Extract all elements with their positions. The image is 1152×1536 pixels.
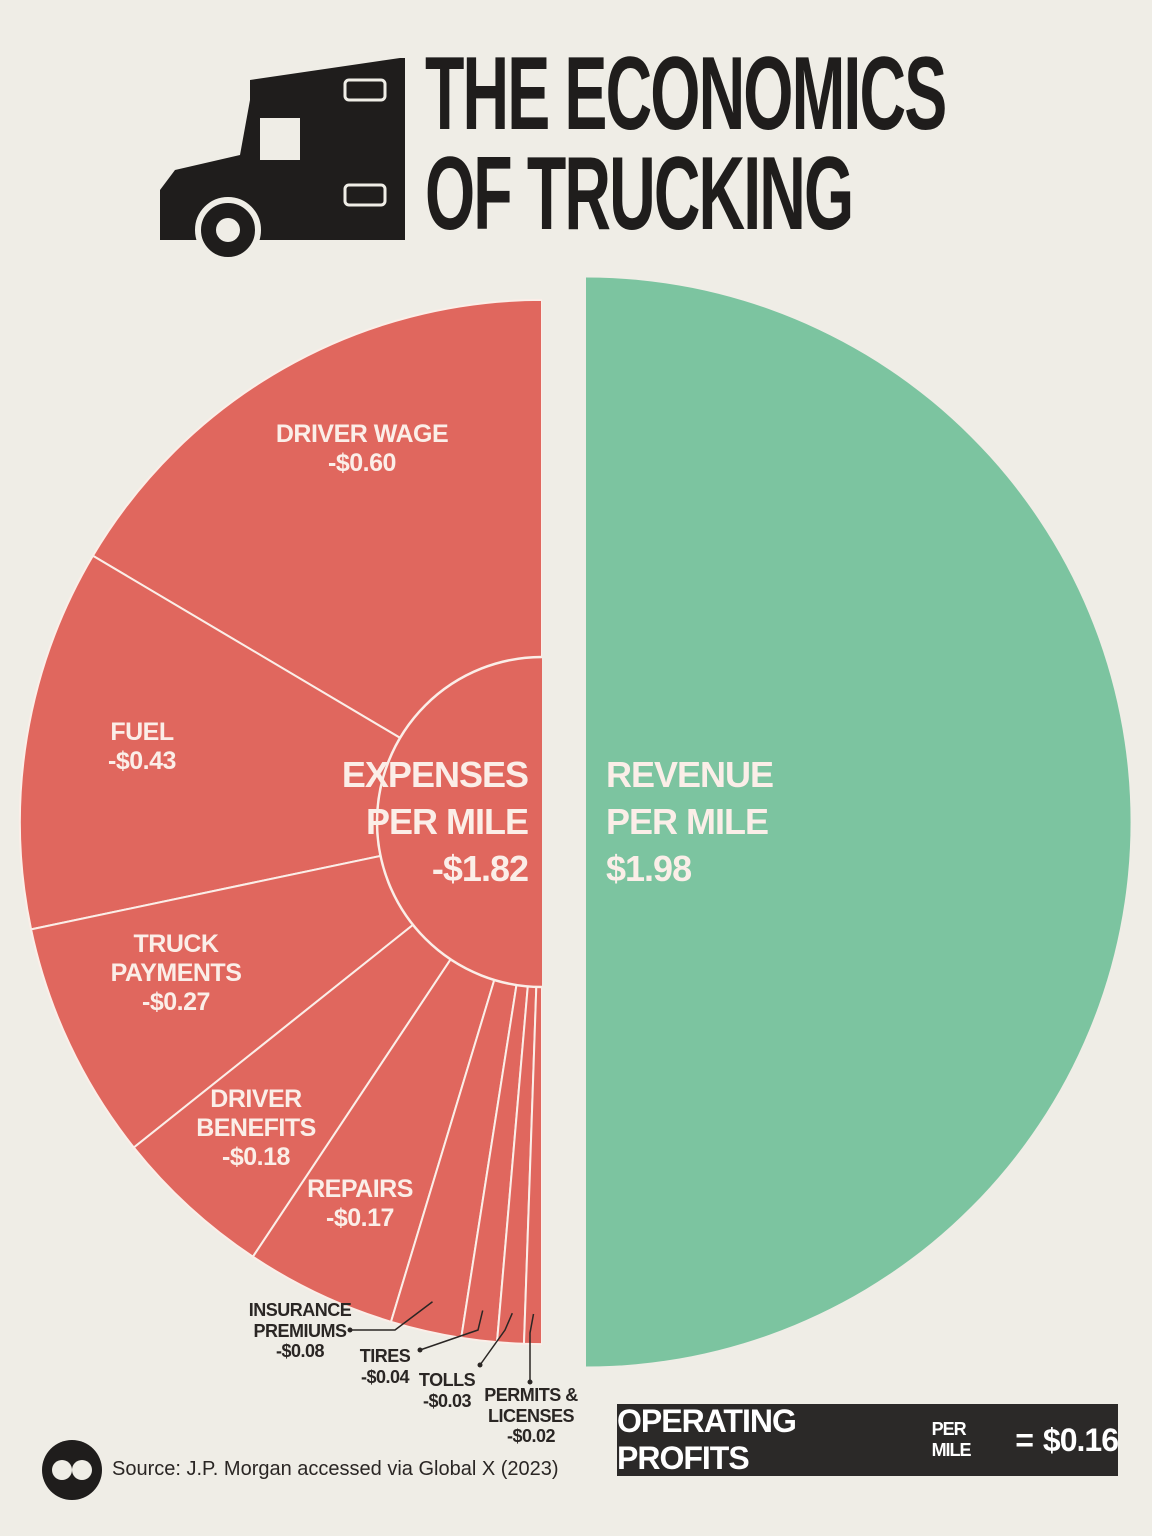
- category-name: PERMITS & LICENSES: [484, 1385, 578, 1426]
- category-name: INSURANCE PREMIUMS: [248, 1300, 352, 1341]
- value-label: -$0.04: [360, 1366, 410, 1387]
- category-name: DRIVER WAGE: [275, 420, 449, 448]
- category-name: FUEL: [110, 718, 174, 746]
- truck-icon: [160, 58, 405, 263]
- expenses-total: -$1.82: [431, 847, 529, 889]
- divider: [542, 267, 586, 1377]
- segment-label: REPAIRS -$0.17: [295, 1175, 425, 1233]
- segment-label: DRIVER BENEFITS -$0.18: [191, 1085, 321, 1171]
- segment-label: INSURANCE PREMIUMS -$0.08: [225, 1300, 375, 1362]
- leader-line: [529, 1313, 535, 1382]
- leader-tip: [527, 1379, 533, 1385]
- leader-line: [419, 1310, 484, 1351]
- profit-box: OPERATING PROFITS PER MILE = $0.16: [617, 1403, 1119, 1476]
- category-name: REPAIRS: [307, 1175, 413, 1203]
- expenses-hub: [375, 655, 543, 989]
- title-line: OF TRUCKING: [425, 136, 854, 252]
- segment-label: TIRES -$0.04: [350, 1346, 420, 1387]
- segment-label: PERMITS & LICENSES -$0.02: [471, 1385, 591, 1447]
- expense-wedge: [91, 298, 543, 824]
- leader-tip: [417, 1347, 423, 1353]
- value-label: -$0.17: [326, 1203, 394, 1232]
- title-line: THE ECONOMICS: [425, 36, 947, 152]
- expenses-label: EXPENSES PER MILE: [341, 754, 529, 842]
- segment-label: FUEL -$0.43: [77, 718, 207, 776]
- profit-unit: PER MILE: [931, 1419, 972, 1460]
- category-name: DRIVER BENEFITS: [196, 1085, 316, 1142]
- source-icon: [42, 1440, 102, 1500]
- category-name: TIRES: [359, 1346, 411, 1366]
- value-label: -$0.18: [222, 1142, 290, 1171]
- value-label: -$0.60: [328, 448, 396, 477]
- segment-label: TRUCK PAYMENTS -$0.27: [101, 930, 251, 1016]
- leader-line: [479, 1312, 513, 1366]
- value-label: -$0.02: [506, 1426, 556, 1447]
- value-label: -$0.43: [108, 746, 176, 775]
- category-name: TRUCK PAYMENTS: [110, 930, 242, 987]
- profit-label: OPERATING PROFITS: [617, 1403, 797, 1476]
- revenue-value: $1.98: [606, 847, 692, 889]
- leader-tip: [477, 1362, 483, 1368]
- source: Source: J.P. Morgan accessed via Global …: [112, 1458, 559, 1480]
- value-label: -$0.03: [422, 1390, 472, 1411]
- profit-value: $0.16: [1042, 1421, 1119, 1458]
- leader-line: [350, 1301, 433, 1331]
- segment-label: DRIVER WAGE -$0.60: [232, 420, 492, 478]
- value-label: -$0.27: [142, 987, 210, 1016]
- leader-tip: [347, 1327, 353, 1333]
- value-label: -$0.08: [275, 1341, 325, 1362]
- segment-label: TOLLS -$0.03: [412, 1370, 482, 1411]
- category-name: TOLLS: [418, 1370, 476, 1390]
- revenue-label: REVENUE PER MILE: [606, 754, 774, 842]
- profit-equals: =: [1015, 1421, 1034, 1458]
- revenue-half: [586, 277, 1131, 1367]
